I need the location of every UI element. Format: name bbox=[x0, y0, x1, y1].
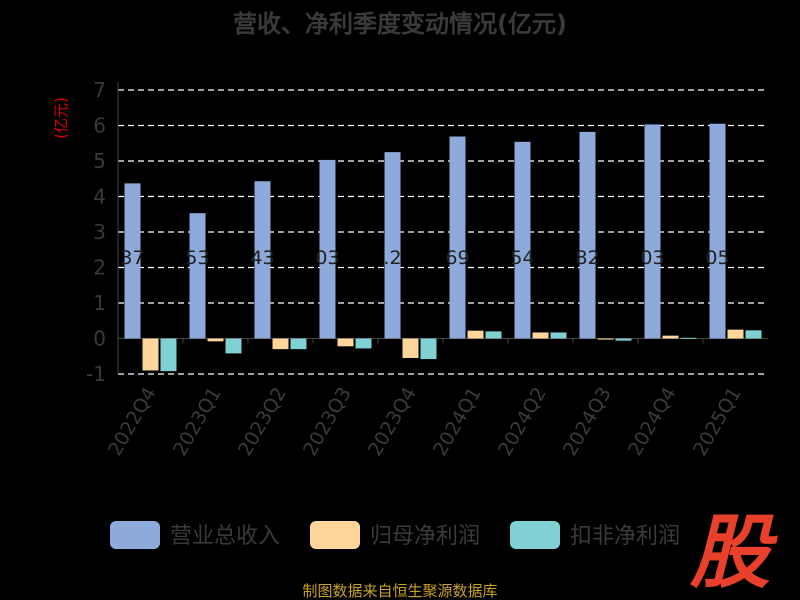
legend-label: 归母净利润 bbox=[370, 524, 480, 549]
x-tick-label: 2025Q1 bbox=[689, 384, 746, 460]
bar-2 bbox=[272, 338, 289, 350]
bar-2 bbox=[467, 330, 484, 339]
watermark-logo: 股 bbox=[689, 506, 778, 599]
bar-3 bbox=[550, 332, 567, 339]
bar-1 bbox=[579, 131, 596, 339]
legend-label: 营业总收入 bbox=[170, 524, 280, 549]
y-tick-label: 2 bbox=[93, 256, 106, 280]
bar-2 bbox=[662, 335, 679, 339]
data-label: 05 bbox=[705, 247, 729, 269]
bar-1 bbox=[189, 213, 206, 339]
bar-3 bbox=[160, 338, 177, 372]
data-label: 03 bbox=[315, 247, 339, 269]
data-label: .2 bbox=[383, 247, 401, 269]
y-tick-label: 6 bbox=[93, 114, 106, 138]
bar-1 bbox=[514, 141, 531, 339]
data-label: 43 bbox=[250, 247, 274, 269]
data-label: 03 bbox=[640, 247, 664, 269]
x-tick-label: 2024Q4 bbox=[624, 384, 681, 460]
chart-title: 营收、净利季度变动情况(亿元) bbox=[233, 10, 567, 38]
bar-3 bbox=[225, 338, 242, 354]
bar-2 bbox=[337, 338, 354, 347]
bar-3 bbox=[355, 338, 372, 349]
legend-swatch bbox=[310, 521, 360, 549]
data-label: 69 bbox=[445, 247, 469, 269]
source-note: 制图数据来自恒生聚源数据库 bbox=[302, 582, 497, 600]
y-tick-label: -1 bbox=[86, 362, 106, 386]
y-tick-labels: -1 0 1 2 3 4 5 6 7 bbox=[86, 78, 106, 386]
bar-3 bbox=[485, 331, 502, 339]
y-tick-label: 1 bbox=[93, 291, 106, 315]
y-tick-label: 3 bbox=[93, 220, 106, 244]
bar-3 bbox=[745, 330, 762, 339]
x-tick-label: 2023Q1 bbox=[169, 384, 226, 460]
bar-2 bbox=[597, 338, 614, 340]
bar-2 bbox=[727, 329, 744, 339]
bar-1 bbox=[384, 152, 401, 339]
bar-1 bbox=[254, 181, 271, 339]
y-axis-label: (亿元) bbox=[52, 97, 70, 139]
grid-lines bbox=[118, 89, 768, 375]
bar-3 bbox=[615, 338, 632, 341]
x-tick-label: 2023Q2 bbox=[234, 384, 291, 460]
x-tick-label: 2024Q1 bbox=[429, 384, 486, 460]
bar-2 bbox=[142, 338, 159, 371]
y-tick-label: 4 bbox=[93, 185, 106, 209]
x-tick-labels: 2022Q4 2023Q1 2023Q2 2023Q3 2023Q4 2024Q1 2024… bbox=[104, 384, 746, 460]
data-labels: 37 53 43 03 .2 69 54 82 03 05 bbox=[120, 247, 729, 269]
x-tick-label: 2023Q3 bbox=[299, 384, 356, 460]
x-tick-label: 2023Q4 bbox=[364, 384, 421, 460]
y-tick-label: 0 bbox=[93, 327, 106, 351]
data-label: 54 bbox=[510, 247, 534, 269]
data-label: 37 bbox=[120, 247, 144, 269]
legend-label: 扣非净利润 bbox=[570, 524, 680, 549]
bar-1 bbox=[709, 123, 726, 339]
data-label: 82 bbox=[575, 247, 599, 269]
bar-2 bbox=[402, 338, 419, 359]
y-tick-label: 5 bbox=[93, 149, 106, 173]
bar-1 bbox=[449, 136, 466, 339]
bar-1 bbox=[319, 159, 336, 339]
x-tick-label: 2022Q4 bbox=[104, 384, 161, 460]
bar-2 bbox=[207, 338, 224, 342]
legend-swatch bbox=[510, 521, 560, 549]
bar-3 bbox=[680, 337, 697, 339]
data-label: 53 bbox=[185, 247, 209, 269]
x-tick-label: 2024Q3 bbox=[559, 384, 616, 460]
x-tick-label: 2024Q2 bbox=[494, 384, 551, 460]
y-tick-label: 7 bbox=[93, 78, 106, 102]
legend-swatch bbox=[110, 521, 160, 549]
bar-1 bbox=[644, 124, 661, 339]
bar-2 bbox=[532, 332, 549, 339]
legend: 营业总收入 归母净利润 扣非净利润 bbox=[110, 521, 680, 549]
bar-3 bbox=[420, 338, 437, 360]
bar-series bbox=[124, 123, 762, 372]
bar-3 bbox=[290, 338, 307, 350]
bar-1 bbox=[124, 183, 141, 339]
